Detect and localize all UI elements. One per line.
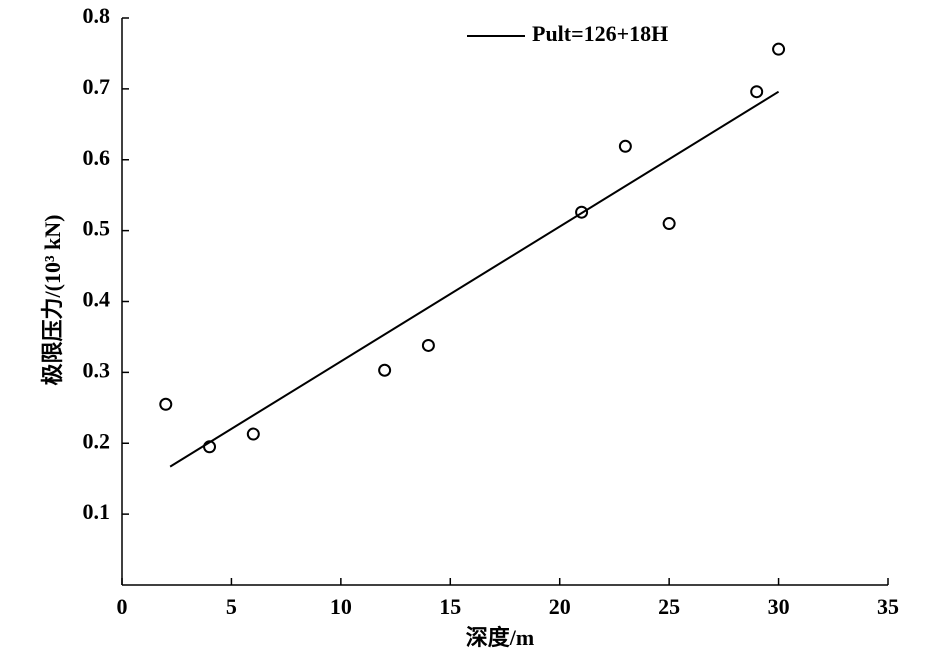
x-tick-label: 15 — [439, 594, 461, 619]
data-point — [159, 397, 173, 411]
legend-label: Pult=126+18H — [532, 21, 668, 46]
data-point — [575, 205, 589, 219]
x-axis-label: 深度/m — [466, 625, 534, 650]
y-tick-label: 0.1 — [83, 499, 111, 524]
y-axis-label: 极限压力/(10³ kN) — [40, 215, 65, 386]
x-tick-label: 5 — [226, 594, 237, 619]
data-point — [421, 338, 435, 352]
data-point — [246, 427, 260, 441]
x-tick-label: 20 — [549, 594, 571, 619]
x-tick-label: 10 — [330, 594, 352, 619]
y-tick-label: 0.3 — [83, 357, 111, 382]
x-tick-label: 35 — [877, 594, 899, 619]
y-tick-label: 0.7 — [83, 74, 111, 99]
x-tick-label: 0 — [117, 594, 128, 619]
x-tick-label: 30 — [768, 594, 790, 619]
data-point — [662, 217, 676, 231]
y-tick-label: 0.4 — [83, 287, 111, 312]
data-point — [750, 85, 764, 99]
data-point — [772, 42, 786, 56]
data-point — [378, 363, 392, 377]
y-tick-label: 0.6 — [83, 145, 111, 170]
y-tick-label: 0.5 — [83, 216, 111, 241]
data-point — [618, 139, 632, 153]
y-tick-label: 0.2 — [83, 428, 111, 453]
y-tick-label: 0.8 — [83, 3, 111, 28]
x-tick-label: 25 — [658, 594, 680, 619]
fit-line — [169, 90, 780, 468]
